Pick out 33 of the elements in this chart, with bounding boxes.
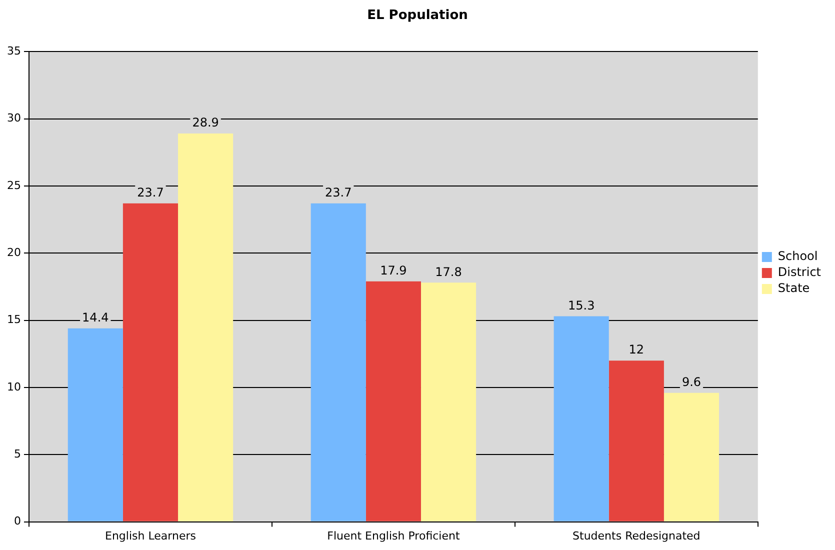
bar (310, 203, 366, 522)
bar (178, 134, 234, 522)
legend-label: State (778, 281, 810, 296)
data-label: 14.4 (82, 310, 109, 324)
data-label: 28.9 (192, 116, 219, 130)
data-label: 15.3 (568, 298, 595, 312)
bar (664, 392, 720, 522)
data-label: 9.6 (682, 374, 702, 389)
y-tick-label: 5 (14, 447, 21, 460)
legend-label: District (778, 265, 822, 280)
legend-label: School (778, 249, 818, 264)
x-tick-label: English Learners (104, 529, 196, 542)
data-label: 12 (628, 342, 644, 357)
bar (366, 281, 421, 522)
bar (122, 203, 178, 522)
data-label: 17.8 (435, 264, 462, 279)
data-label: 17.9 (380, 263, 407, 278)
data-label: 23.7 (137, 186, 164, 200)
y-tick-label: 20 (6, 246, 21, 259)
bar (554, 316, 609, 522)
y-tick-label: 30 (6, 112, 21, 125)
bar (608, 360, 664, 522)
x-tick-label: Fluent English Proficient (327, 529, 460, 542)
bar (420, 282, 476, 522)
chart-title: EL Population (367, 8, 468, 24)
y-tick-label: 15 (6, 313, 21, 326)
y-tick-label: 35 (6, 44, 21, 58)
y-tick-label: 25 (6, 178, 21, 192)
x-tick-label: Students Redesignated (572, 529, 700, 542)
y-tick-label: 10 (6, 380, 21, 394)
bar (68, 328, 123, 522)
y-tick-label: 0 (14, 514, 21, 528)
data-label: 23.7 (325, 186, 352, 200)
